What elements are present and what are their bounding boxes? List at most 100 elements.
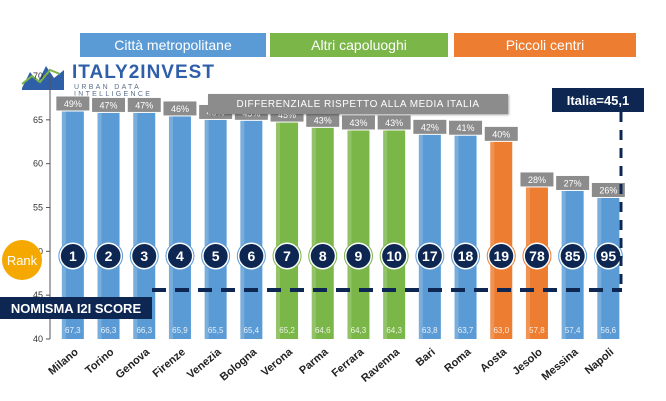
x-category-label: Ravenna	[359, 346, 403, 385]
bar-highlight	[204, 115, 209, 339]
value-label: 67,3	[65, 326, 81, 335]
differential-label: 47%	[135, 100, 153, 110]
differential-box	[483, 125, 519, 142]
category-box-piccoli: Piccoli centri	[454, 33, 636, 57]
x-category-label: Roma	[442, 346, 474, 375]
x-category-label: Bologna	[218, 346, 260, 384]
bar	[383, 125, 406, 339]
y-tick-label: 40	[33, 334, 43, 344]
bar	[347, 125, 370, 339]
category-box-capoluoghi: Altri capoluoghi	[270, 33, 448, 57]
bar-highlight	[240, 116, 245, 340]
y-tick-label: 70	[33, 71, 43, 81]
value-label: 65,2	[279, 326, 295, 335]
bar-highlight	[347, 125, 352, 339]
rank-circle	[239, 244, 264, 268]
rank-label: 3	[140, 248, 148, 264]
x-category-label: Genova	[114, 346, 153, 382]
value-label: 57,8	[529, 326, 545, 335]
logo-mark-icon	[21, 66, 64, 90]
value-label: 64,3	[351, 326, 367, 335]
value-label: 66,3	[101, 326, 117, 335]
differential-box	[448, 119, 484, 136]
rank-label: 5	[212, 248, 220, 264]
differential-box	[126, 96, 162, 113]
rank-circle	[417, 244, 442, 268]
rank-circle	[346, 244, 371, 268]
differential-box	[162, 100, 198, 117]
x-category-label: Aosta	[478, 346, 510, 375]
rank-circle	[453, 244, 478, 268]
bar-highlight	[276, 118, 281, 339]
rank-label: 19	[493, 248, 509, 264]
bar	[418, 130, 441, 339]
differential-label: 42%	[421, 122, 439, 132]
rank-badge-label: Rank	[7, 253, 38, 268]
bar-highlight	[383, 125, 388, 339]
differential-box	[519, 171, 555, 188]
bar-highlight	[133, 108, 138, 339]
rank-label: 10	[386, 248, 402, 264]
rank-circle	[203, 244, 228, 268]
differential-box	[412, 118, 448, 135]
value-label: 57,4	[565, 326, 581, 335]
differential-box	[555, 174, 591, 191]
rank-label: 78	[529, 248, 545, 264]
y-tick-label: 55	[33, 203, 43, 213]
bar	[61, 99, 84, 339]
x-category-label: Parma	[297, 346, 331, 377]
rank-label: 1	[69, 248, 77, 264]
differential-label: 41%	[457, 123, 475, 133]
rank-badge	[2, 240, 42, 280]
rank-circle	[167, 244, 192, 268]
x-category-label: Firenze	[151, 346, 188, 380]
rank-circle	[524, 244, 549, 268]
bar	[204, 115, 227, 339]
bar-highlight	[168, 111, 173, 340]
value-label: 56,6	[601, 326, 617, 335]
bar	[454, 131, 477, 339]
logo-tagline: URBAN DATA INTELLIGENCE	[74, 84, 153, 98]
differential-label: 26%	[599, 185, 617, 195]
bar-highlight	[490, 137, 495, 339]
differential-box	[376, 114, 412, 131]
rank-circle	[60, 244, 85, 268]
differential-label: 40%	[492, 129, 510, 139]
rank-label: 95	[601, 248, 617, 264]
x-category-label: Verona	[259, 346, 295, 379]
differential-label: 43%	[349, 118, 367, 128]
bar-highlight	[61, 99, 66, 339]
rank-label: 2	[105, 248, 113, 264]
bar	[240, 116, 263, 340]
differential-label: 49%	[64, 99, 82, 109]
differential-box	[91, 96, 127, 113]
differential-label: 27%	[564, 178, 582, 188]
x-category-label: Milano	[46, 346, 81, 378]
value-label: 63,8	[422, 326, 438, 335]
category-box-metro: Città metropolitane	[80, 33, 266, 57]
differential-box	[590, 181, 626, 198]
rank-label: 8	[319, 248, 327, 264]
value-label: 65,5	[208, 326, 224, 335]
differential-label: 47%	[100, 100, 118, 110]
value-label: 63,0	[493, 326, 509, 335]
rank-circle	[132, 244, 157, 268]
x-category-label: Napoli	[583, 346, 616, 377]
rank-circle	[275, 244, 300, 268]
differential-box	[55, 95, 91, 112]
value-label: 64,3	[386, 326, 402, 335]
x-category-label: Bari	[414, 346, 438, 369]
y-tick-label: 65	[33, 115, 43, 125]
rank-label: 17	[422, 248, 438, 264]
differential-label: 45%	[278, 110, 296, 120]
nomisma-score-label: NOMISMA I2I SCORE	[0, 297, 152, 319]
bar	[133, 108, 156, 339]
value-label: 65,4	[244, 326, 260, 335]
rank-label: 4	[176, 248, 184, 264]
italia-average-label: Italia=45,1	[552, 88, 644, 112]
bar	[168, 111, 191, 340]
bar-highlight	[97, 108, 102, 339]
rank-circle	[489, 244, 514, 268]
rank-label: 6	[247, 248, 255, 264]
